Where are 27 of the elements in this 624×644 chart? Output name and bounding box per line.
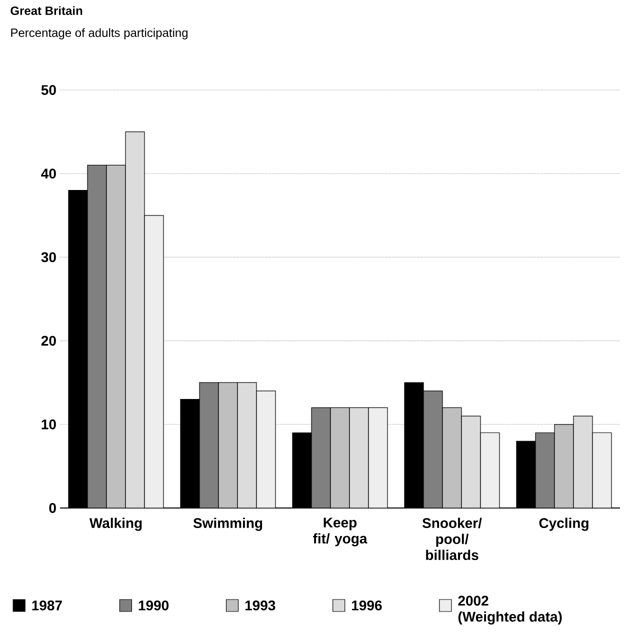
- y-tick-label: 0: [49, 503, 56, 513]
- bar: [423, 390, 443, 508]
- x-tick-label: Swimming: [193, 518, 262, 531]
- bar: [106, 164, 126, 508]
- chart-subtitle: Percentage of adults participating: [11, 28, 188, 40]
- bar: [554, 424, 574, 508]
- legend-label: 1990: [138, 600, 169, 610]
- bar: [311, 407, 331, 508]
- x-tick-label: Cycling: [539, 518, 588, 531]
- legend-label: 1987: [32, 600, 62, 610]
- x-tick-label: Keep fit/ yoga: [313, 518, 368, 546]
- y-tick-label: 20: [41, 336, 56, 346]
- y-tick-label: 30: [41, 252, 56, 262]
- bar: [535, 432, 555, 508]
- x-tick-label: Snooker/ pool/ billiards: [422, 518, 482, 560]
- bar: [218, 382, 238, 508]
- bar: [199, 382, 219, 508]
- legend-label: 2002 (Weighted data): [458, 596, 562, 625]
- y-tick-label: 50: [41, 85, 56, 95]
- bar: [330, 407, 350, 508]
- y-tick-label: 40: [41, 168, 56, 179]
- legend-label: 1993: [245, 600, 276, 610]
- chart-title: Great Britain: [10, 6, 82, 16]
- x-tick-label: Walking: [89, 518, 142, 531]
- bar: [442, 407, 462, 508]
- legend-label: 1996: [352, 600, 382, 610]
- y-tick-label: 10: [42, 419, 56, 430]
